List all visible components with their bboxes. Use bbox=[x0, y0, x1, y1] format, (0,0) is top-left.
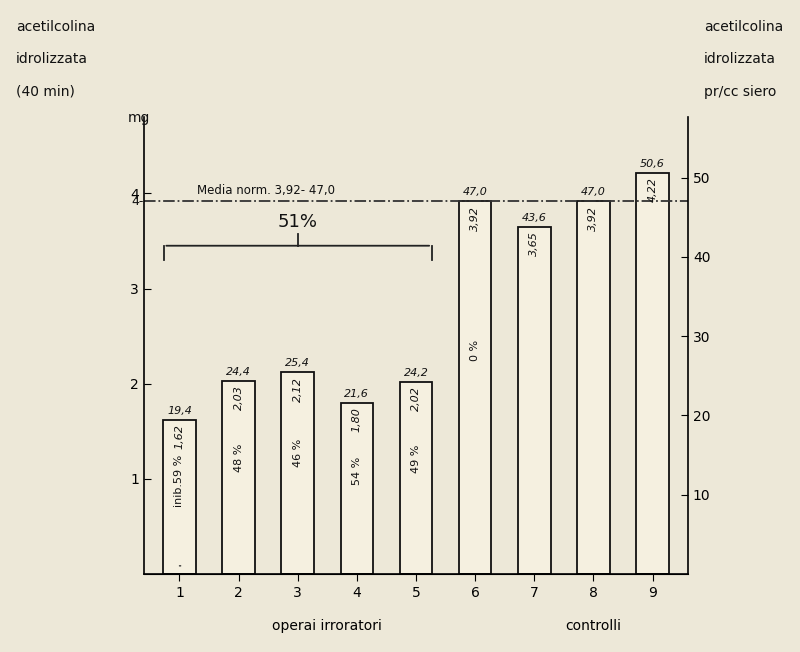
Text: 2,03: 2,03 bbox=[234, 385, 244, 410]
Text: inib.59 %: inib.59 % bbox=[174, 455, 185, 507]
Text: idrolizzata: idrolizzata bbox=[704, 52, 776, 66]
Text: 3,92: 3,92 bbox=[588, 206, 598, 231]
Text: 49 %: 49 % bbox=[411, 444, 421, 473]
Text: 51%: 51% bbox=[278, 213, 318, 231]
Text: 21,6: 21,6 bbox=[345, 389, 370, 399]
Bar bbox=[518, 227, 550, 574]
Text: 19,4: 19,4 bbox=[167, 406, 192, 416]
Text: (40 min): (40 min) bbox=[16, 85, 75, 98]
Text: 24,2: 24,2 bbox=[403, 368, 429, 378]
Text: 2,02: 2,02 bbox=[411, 387, 421, 411]
Bar bbox=[577, 201, 610, 574]
Text: 48 %: 48 % bbox=[234, 444, 244, 472]
Text: 50,6: 50,6 bbox=[640, 158, 665, 169]
Text: 24,4: 24,4 bbox=[226, 367, 251, 377]
Text: 0 %: 0 % bbox=[470, 340, 480, 361]
Text: 1,80: 1,80 bbox=[352, 408, 362, 432]
Bar bbox=[163, 420, 196, 574]
Text: acetilcolina: acetilcolina bbox=[704, 20, 783, 33]
Text: mg: mg bbox=[128, 111, 150, 125]
Text: Media norm. 3,92- 47,0: Media norm. 3,92- 47,0 bbox=[198, 185, 335, 197]
Text: operai irroratori: operai irroratori bbox=[272, 619, 382, 633]
Text: 54 %: 54 % bbox=[352, 457, 362, 485]
Text: 46 %: 46 % bbox=[293, 439, 302, 467]
Text: 43,6: 43,6 bbox=[522, 213, 546, 223]
Text: 3,65: 3,65 bbox=[530, 231, 539, 256]
Text: 1,62: 1,62 bbox=[174, 424, 185, 449]
Bar bbox=[400, 381, 432, 574]
Text: 3,92: 3,92 bbox=[470, 206, 480, 231]
Text: pr/cc siero: pr/cc siero bbox=[704, 85, 776, 98]
Bar bbox=[222, 381, 255, 574]
Text: acetilcolina: acetilcolina bbox=[16, 20, 95, 33]
Text: 47,0: 47,0 bbox=[462, 187, 487, 197]
Bar bbox=[282, 372, 314, 574]
Text: controlli: controlli bbox=[566, 619, 622, 633]
Bar bbox=[341, 402, 373, 574]
Text: 25,4: 25,4 bbox=[286, 359, 310, 368]
Bar bbox=[459, 201, 491, 574]
Text: 4,22: 4,22 bbox=[647, 177, 658, 202]
Text: 2,12: 2,12 bbox=[293, 377, 302, 402]
Text: 47,0: 47,0 bbox=[581, 187, 606, 197]
Bar bbox=[636, 173, 669, 574]
Text: idrolizzata: idrolizzata bbox=[16, 52, 88, 66]
Text: 4-: 4- bbox=[132, 194, 144, 207]
